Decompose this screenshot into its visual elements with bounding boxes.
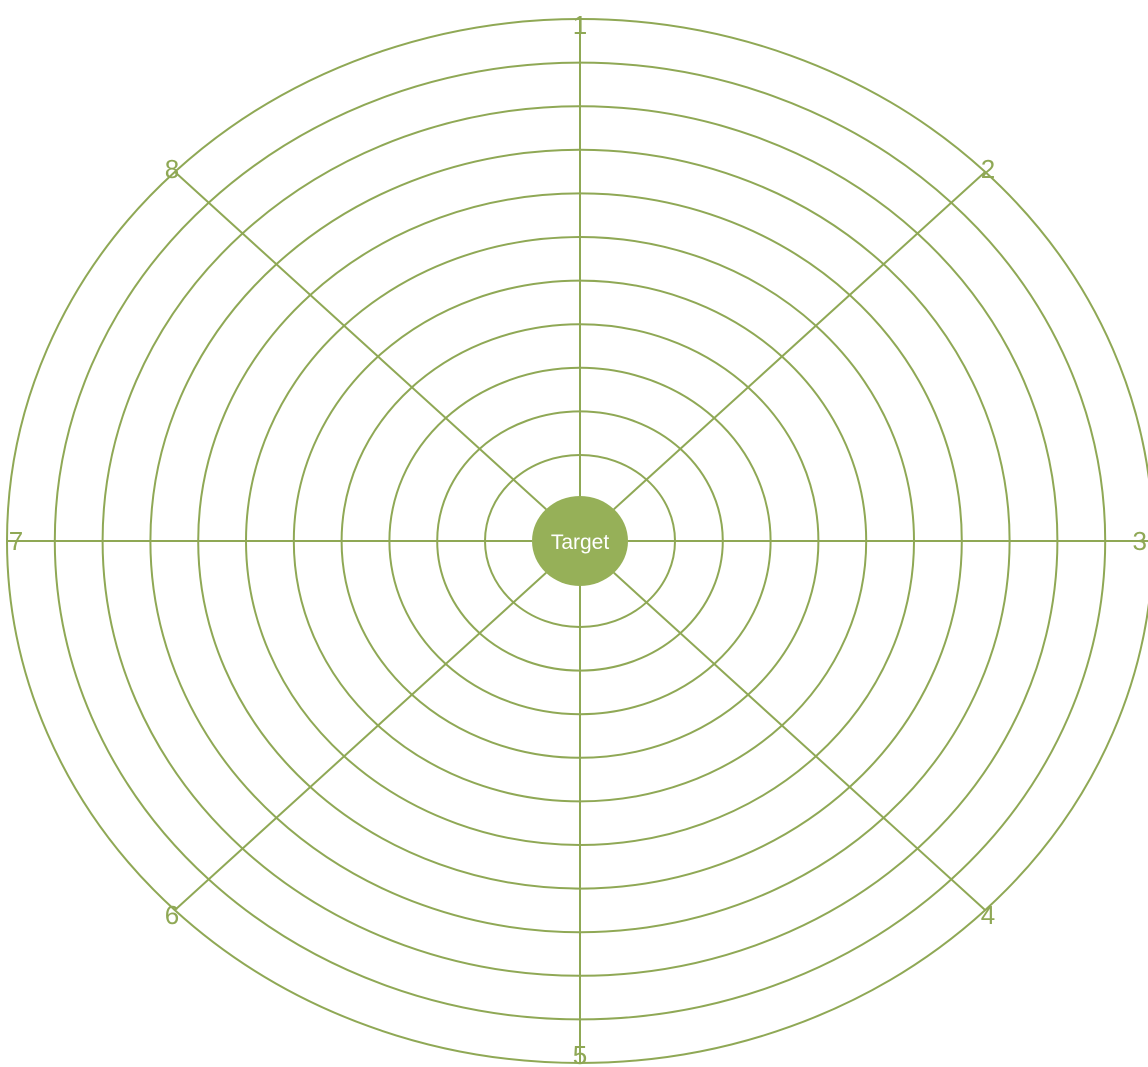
spoke-label-5: 5 bbox=[573, 1040, 587, 1067]
spoke-labels: 1 2 3 4 5 6 7 8 bbox=[9, 10, 1147, 1067]
target-center-label: Target bbox=[551, 531, 610, 554]
spoke-label-2: 2 bbox=[981, 154, 995, 184]
spoke-label-8: 8 bbox=[165, 154, 179, 184]
spoke-label-1: 1 bbox=[573, 10, 587, 40]
spoke-8 bbox=[174, 171, 547, 510]
spoke-label-7: 7 bbox=[9, 526, 23, 556]
spokes bbox=[7, 19, 1148, 1063]
spoke-label-6: 6 bbox=[165, 900, 179, 930]
target-center-ellipse bbox=[532, 496, 628, 586]
spoke-label-3: 3 bbox=[1133, 526, 1147, 556]
target-center: Target bbox=[532, 496, 628, 586]
spoke-label-4: 4 bbox=[981, 900, 995, 930]
spoke-2 bbox=[613, 171, 986, 510]
spoke-6 bbox=[174, 572, 547, 911]
spoke-4 bbox=[613, 572, 986, 911]
